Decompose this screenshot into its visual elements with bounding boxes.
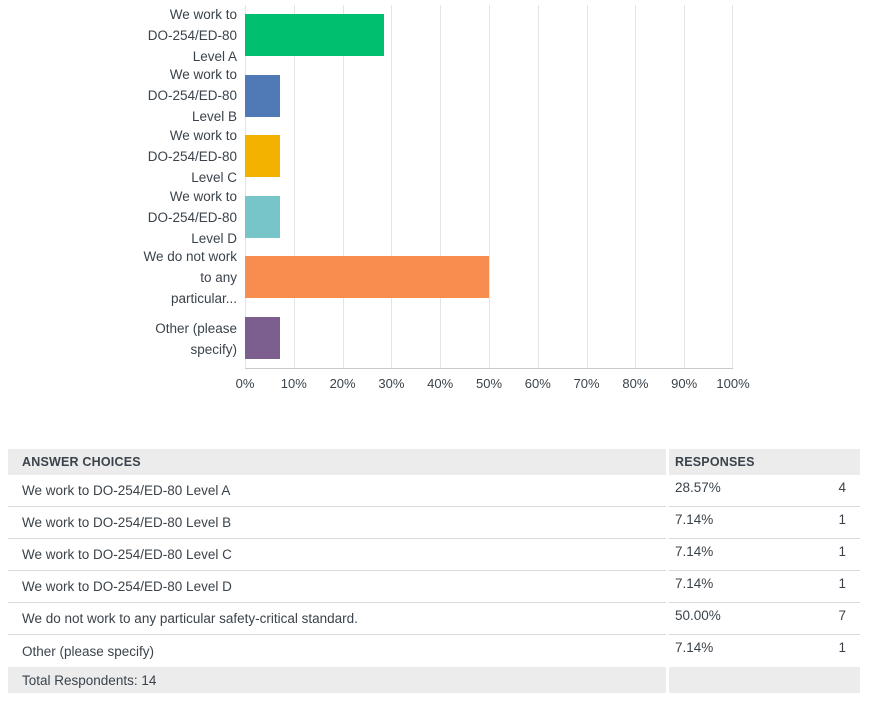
table-row: Other (please specify) 7.14% 1 <box>8 635 860 667</box>
category-label: We do not work to any particular... <box>143 249 237 307</box>
bar-row <box>245 66 733 127</box>
gridline <box>732 5 733 368</box>
gridline <box>293 5 295 368</box>
gridline <box>440 5 442 368</box>
percent-value: 50.00% <box>675 608 721 623</box>
answer-cell: We do not work to any particular safety-… <box>8 603 666 635</box>
answer-cell: We work to DO-254/ED-80 Level B <box>8 507 666 539</box>
answer-cell: Other (please specify) <box>22 643 155 659</box>
bar-row <box>245 126 733 187</box>
category-label: Other (please specify) <box>155 320 237 357</box>
survey-bar-chart: We work to DO-254/ED-80 Level A We work t… <box>0 5 750 396</box>
category-label: We work to DO-254/ED-80 Level C <box>147 128 237 186</box>
x-tick-label: 100% <box>716 376 750 391</box>
footer-responses-cell <box>669 667 860 693</box>
count-value: 1 <box>838 640 846 655</box>
category-label: We work to DO-254/ED-80 Level A <box>147 6 237 64</box>
responses-header: RESPONSES <box>669 449 860 475</box>
percent-value: 7.14% <box>675 576 714 591</box>
percent-value: 28.57% <box>675 480 721 495</box>
count-value: 7 <box>838 608 846 623</box>
percent-value: 7.14% <box>675 512 714 527</box>
x-tick-label: 20% <box>329 376 356 391</box>
x-tick-label: 10% <box>280 376 307 391</box>
count-value: 1 <box>838 576 846 591</box>
x-tick-label: 40% <box>427 376 454 391</box>
category-label: We work to DO-254/ED-80 Level D <box>147 188 237 246</box>
table-row: We work to DO-254/ED-80 Level D 7.14% 1 <box>8 571 860 603</box>
x-tick-label: 90% <box>671 376 698 391</box>
count-value: 1 <box>838 544 846 559</box>
x-tick-label: 50% <box>475 376 503 391</box>
percent-value: 7.14% <box>675 640 714 655</box>
bar <box>245 74 280 117</box>
bar <box>245 195 280 238</box>
bar <box>245 135 280 178</box>
table-header-row: ANSWER CHOICES RESPONSES <box>8 449 860 475</box>
answer-cell: We work to DO-254/ED-80 Level C <box>8 539 666 571</box>
answer-cell: We work to DO-254/ED-80 Level A <box>8 475 666 507</box>
category-labels: We work to DO-254/ED-80 Level A We work t… <box>0 5 237 369</box>
gridline <box>342 5 344 368</box>
answer-cell: We work to DO-254/ED-80 Level D <box>8 571 666 603</box>
bar <box>245 14 385 57</box>
gridline <box>391 5 393 368</box>
x-tick-label: 0% <box>235 376 255 391</box>
bar <box>245 256 489 299</box>
x-axis: 0% 10% 20% 30% 40% 50% 60% 70% 80% 90% 100% <box>236 376 750 396</box>
count-value: 1 <box>838 512 846 527</box>
table-footer-row: Total Respondents: 14 <box>8 667 860 693</box>
table-row: We do not work to any particular safety-… <box>8 603 860 635</box>
table-row: We work to DO-254/ED-80 Level A 28.57% 4 <box>8 475 860 507</box>
percent-value: 7.14% <box>675 544 714 559</box>
bar-row <box>245 247 733 308</box>
bar-row <box>245 187 733 248</box>
answer-choices-header: ANSWER CHOICES <box>8 449 666 475</box>
bar-row <box>245 5 733 66</box>
x-tick-label: 60% <box>524 376 551 391</box>
gridline <box>489 5 490 368</box>
table-row: We work to DO-254/ED-80 Level C 7.14% 1 <box>8 539 860 571</box>
x-tick-label: 30% <box>378 376 405 391</box>
results-table: ANSWER CHOICES RESPONSES We work to DO-2… <box>8 449 860 693</box>
table-row: We work to DO-254/ED-80 Level B 7.14% 1 <box>8 507 860 539</box>
gridline <box>684 5 686 368</box>
bar <box>245 316 280 359</box>
x-tick-label: 80% <box>622 376 649 391</box>
count-value: 4 <box>838 480 846 495</box>
gridline <box>245 5 246 368</box>
x-tick-label: 70% <box>573 376 600 391</box>
gridline <box>537 5 539 368</box>
chart-plot-area <box>245 5 733 369</box>
category-label: We work to DO-254/ED-80 Level B <box>147 67 237 125</box>
gridline <box>635 5 637 368</box>
total-respondents: Total Respondents: 14 <box>8 667 666 693</box>
gridline <box>586 5 588 368</box>
bar-row <box>245 308 733 369</box>
